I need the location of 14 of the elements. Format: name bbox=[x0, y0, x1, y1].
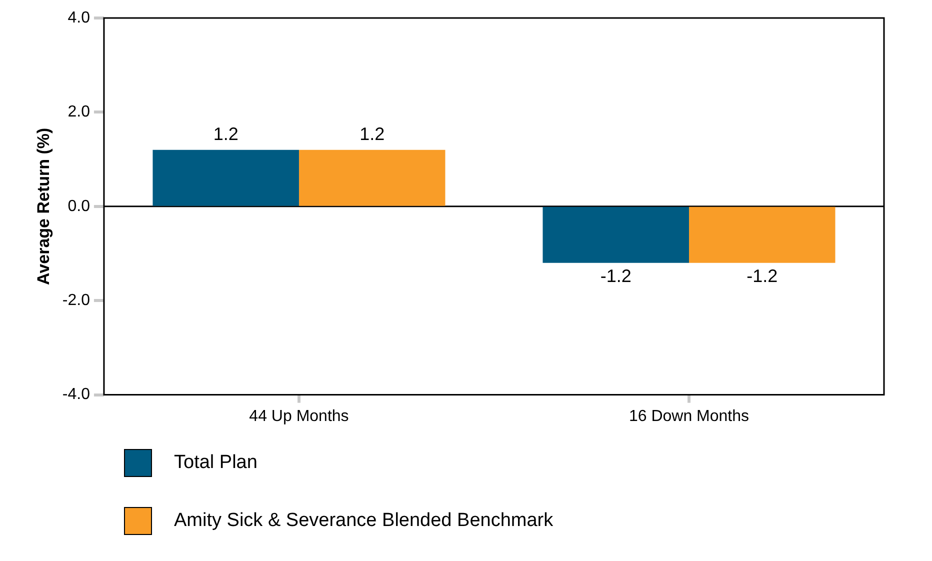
data-label: -1.2 bbox=[600, 266, 632, 286]
data-label: 1.2 bbox=[213, 124, 238, 144]
data-label: -1.2 bbox=[746, 266, 778, 286]
y-tick-label: 4.0 bbox=[68, 9, 90, 26]
y-tick-label: 0.0 bbox=[68, 198, 90, 215]
y-tick-label: -2.0 bbox=[62, 292, 90, 310]
legend-label: Total Plan bbox=[174, 452, 258, 474]
x-tick-label: 44 Up Months bbox=[249, 408, 349, 425]
y-tick-label: -4.0 bbox=[62, 386, 90, 404]
data-label: 1.2 bbox=[360, 124, 385, 144]
x-tick-label: 16 Down Months bbox=[628, 408, 750, 425]
y-axis-title: Average Return (%) bbox=[34, 128, 53, 285]
y-tick-label: 2.0 bbox=[68, 104, 90, 121]
legend-label: Amity Sick & Severance Blended Benchmark bbox=[174, 510, 554, 532]
